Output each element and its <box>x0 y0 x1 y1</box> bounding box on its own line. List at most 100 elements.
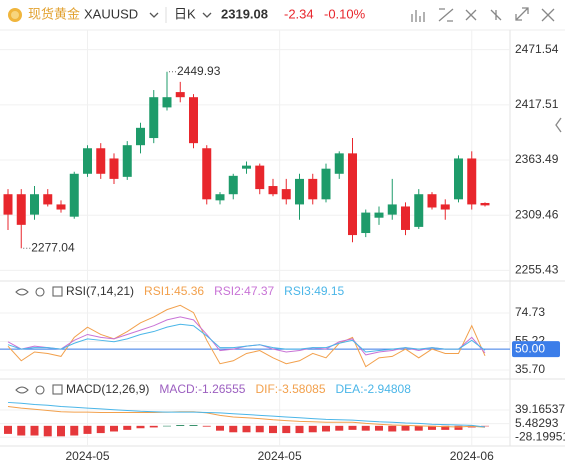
collapse-arrow[interactable] <box>555 117 562 133</box>
macd-bar <box>388 425 397 432</box>
fullscreen-button[interactable] <box>515 7 529 21</box>
gold-icon-inner <box>11 11 19 19</box>
macd-bar <box>441 425 450 430</box>
macd-bar <box>189 425 198 426</box>
legend-value: 45.36 <box>174 284 204 298</box>
settings-button[interactable] <box>490 9 502 21</box>
instrument-name[interactable]: 现货黄金 <box>28 6 80 21</box>
candle-body <box>228 175 238 195</box>
macd-bar <box>229 425 238 433</box>
legend-name: DEA <box>336 382 361 396</box>
visibility-icon[interactable] <box>15 386 29 394</box>
dropdown-caret[interactable] <box>202 12 212 18</box>
candle-body <box>69 173 79 217</box>
indicator-button[interactable] <box>411 10 425 22</box>
legend-value: 47.37 <box>244 284 274 298</box>
macd-bar <box>163 425 171 427</box>
candle-body <box>480 202 490 206</box>
legend-name: DIF <box>255 382 274 396</box>
macd-bar <box>43 425 52 437</box>
macd-bar <box>57 425 65 437</box>
rsi-line <box>7 304 486 368</box>
macd-bar <box>454 425 463 430</box>
macd-line <box>7 405 486 428</box>
candle-body <box>43 194 53 205</box>
settings-icon[interactable] <box>35 287 45 297</box>
instrument-symbol[interactable]: XAUUSD <box>84 6 138 21</box>
candle-body <box>467 158 477 205</box>
y-tick-label: -28.19951 <box>515 429 565 443</box>
candle-body <box>162 97 172 108</box>
macd-bar <box>308 425 317 433</box>
panel-title: RSI(7,14,21) <box>66 284 134 298</box>
visibility-icon[interactable] <box>15 288 29 296</box>
high-annotation: 2449.93 <box>177 64 221 78</box>
rsi-line <box>7 323 486 353</box>
macd-bar <box>70 425 79 436</box>
last-price: 2319.08 <box>221 6 268 21</box>
panel-title: MACD(12,26,9) <box>66 382 149 396</box>
macd-bar <box>282 425 291 434</box>
toggle-icon[interactable] <box>52 286 63 297</box>
candle-body <box>321 168 331 200</box>
macd-bar <box>361 425 370 431</box>
candle-body <box>334 153 344 174</box>
candle-body <box>215 194 225 201</box>
legend-separator: : <box>360 382 363 396</box>
candle-body <box>268 186 278 195</box>
candle-body <box>83 148 92 174</box>
candle-body <box>440 204 450 210</box>
y-tick-label: 50.00 <box>515 341 545 355</box>
period[interactable]: 日K <box>174 6 196 21</box>
legend-separator: : <box>311 284 314 298</box>
macd-bar <box>269 425 277 434</box>
macd-bar <box>242 425 251 433</box>
y-tick-label: 2255.43 <box>515 263 559 277</box>
candle-body <box>454 158 463 200</box>
legend-value: -2.94808 <box>364 382 412 396</box>
compare-button[interactable] <box>465 9 477 21</box>
candle-body <box>348 153 357 236</box>
candle-body <box>175 92 185 98</box>
y-tick-label: 2471.54 <box>515 42 559 56</box>
candle-body <box>96 148 106 174</box>
legend-name: RSI2 <box>214 284 241 298</box>
candle-body <box>242 165 251 169</box>
legend-name: MACD <box>159 382 195 396</box>
candle-body <box>16 194 26 225</box>
macd-bar <box>375 425 383 431</box>
x-tick-label: 2024-05 <box>258 449 302 463</box>
candle-body <box>255 165 265 190</box>
toggle-icon[interactable] <box>52 384 63 395</box>
settings-icon[interactable] <box>35 385 45 395</box>
draw-button[interactable] <box>438 8 454 22</box>
legend-name: RSI3 <box>284 284 311 298</box>
macd-bar <box>17 425 26 436</box>
macd-bar <box>255 425 264 433</box>
y-tick-label: 5.48293 <box>515 416 559 430</box>
macd-bar <box>295 425 304 434</box>
price-change-pct: -0.10% <box>324 6 366 21</box>
candle-body <box>56 204 66 210</box>
legend-name: RSI1 <box>144 284 171 298</box>
candle-body <box>189 97 198 144</box>
legend-separator: : <box>195 382 198 396</box>
candle-body <box>387 204 397 215</box>
close-button[interactable] <box>541 8 555 22</box>
macd-bar <box>149 425 158 428</box>
legend-separator: : <box>241 284 244 298</box>
dropdown-caret[interactable] <box>149 12 159 18</box>
macd-bar <box>216 425 224 431</box>
candle-body <box>281 189 291 200</box>
y-tick-label: 74.73 <box>515 305 545 319</box>
price-change: -2.34 <box>284 6 314 21</box>
macd-bar <box>83 425 92 434</box>
legend-value: 49.15 <box>314 284 344 298</box>
macd-bar <box>136 425 145 429</box>
candle-body <box>136 127 145 146</box>
x-tick-label: 2024-06 <box>450 449 494 463</box>
candle-body <box>374 212 384 218</box>
macd-bar <box>176 425 185 426</box>
candle-body <box>308 178 318 200</box>
